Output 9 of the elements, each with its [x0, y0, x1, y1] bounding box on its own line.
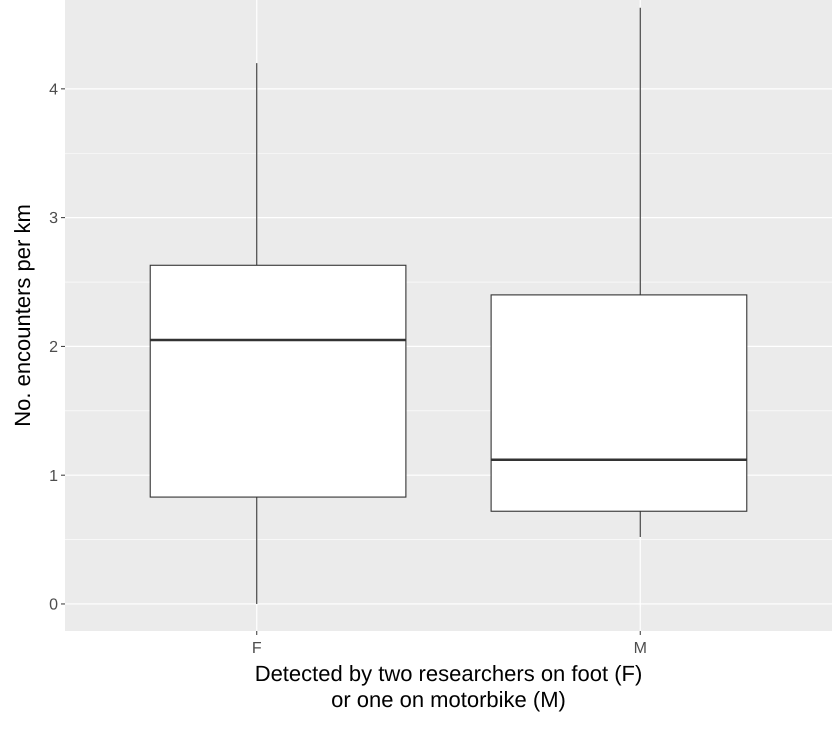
y-axis-title: No. encounters per km	[10, 204, 35, 427]
x-axis-title: Detected by two researchers on foot (F) or one on motorbike (M)	[254, 661, 642, 712]
y-tick-label: 1	[49, 468, 58, 485]
y-tick-label: 3	[49, 210, 58, 228]
y-tick-label: 4	[49, 81, 58, 98]
x-tick-label: F	[252, 640, 262, 657]
y-tick-label: 0	[49, 596, 58, 614]
y-tick-label: 2	[49, 339, 58, 356]
x-tick-label: M	[634, 640, 647, 657]
